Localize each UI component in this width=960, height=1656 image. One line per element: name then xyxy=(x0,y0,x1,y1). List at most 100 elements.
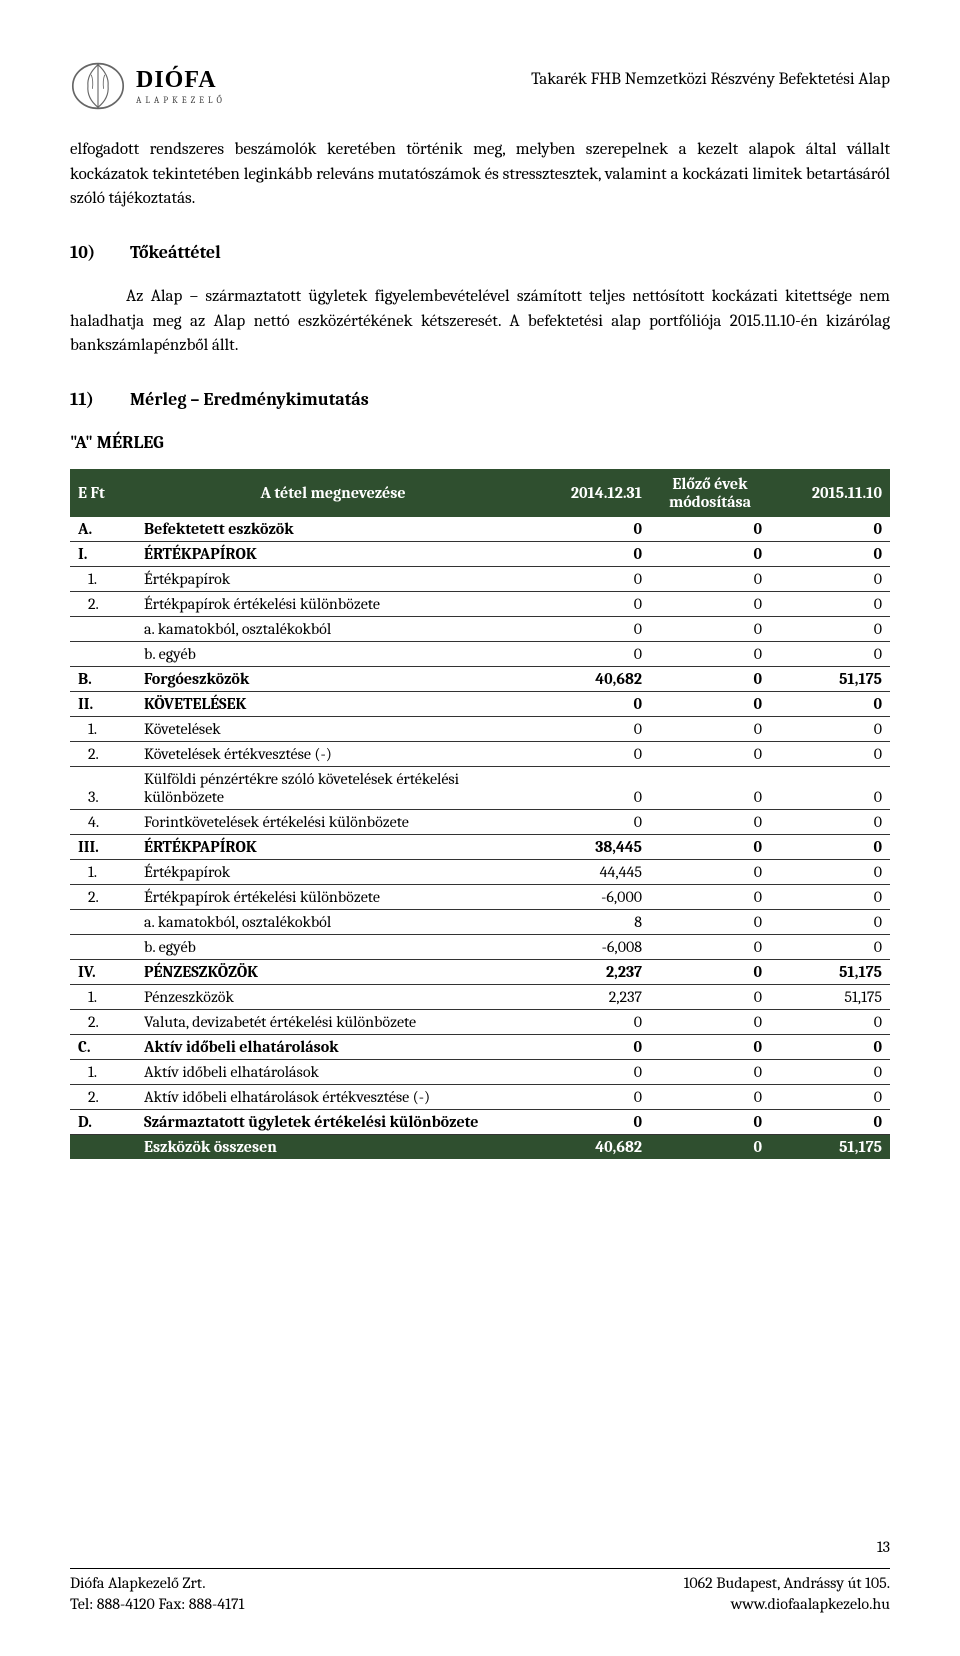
footer-contact: Tel: 888-4120 Fax: 888-4171 xyxy=(70,1594,244,1616)
row-v3: 0 xyxy=(770,884,890,909)
table-row: 2.Értékpapírok értékelési különbözete-6,… xyxy=(70,884,890,909)
row-v3: 0 xyxy=(770,834,890,859)
paragraph-intro: elfogadott rendszeres beszámolók keretéb… xyxy=(70,138,890,212)
row-code: D. xyxy=(70,1109,136,1134)
row-v2: 0 xyxy=(650,859,770,884)
row-name: Aktív időbeli elhatárolások xyxy=(136,1034,530,1059)
row-v1: 0 xyxy=(530,1109,650,1134)
row-v2: 0 xyxy=(650,884,770,909)
footer-url: www.diofaalapkezelo.hu xyxy=(684,1594,890,1616)
row-code: II. xyxy=(70,691,136,716)
row-v2: 0 xyxy=(650,566,770,591)
row-name: Forintkövetelések értékelési különbözete xyxy=(136,809,530,834)
row-v2: 0 xyxy=(650,1034,770,1059)
th-megnevezes: A tétel megnevezése xyxy=(136,469,530,517)
row-name: Forgóeszközök xyxy=(136,666,530,691)
row-name: Értékpapírok xyxy=(136,859,530,884)
row-v1: 0 xyxy=(530,809,650,834)
row-code: I. xyxy=(70,541,136,566)
page-header: DIÓFA ALAPKEZELŐ Takarék FHB Nemzetközi … xyxy=(70,58,890,114)
row-name: Külföldi pénzértékre szóló követelések é… xyxy=(136,766,530,809)
row-v1: 0 xyxy=(530,766,650,809)
row-v1: 0 xyxy=(530,616,650,641)
row-v1: 2,237 xyxy=(530,984,650,1009)
row-v1: 0 xyxy=(530,541,650,566)
row-v1: 8 xyxy=(530,909,650,934)
row-name: Értékpapírok értékelési különbözete xyxy=(136,884,530,909)
row-v1: 0 xyxy=(530,1034,650,1059)
table-row: 4.Forintkövetelések értékelési különböze… xyxy=(70,809,890,834)
row-v3: 51,175 xyxy=(770,666,890,691)
row-code xyxy=(70,909,136,934)
table-body: A.Befektetett eszközök000I.ÉRTÉKPAPÍROK0… xyxy=(70,517,890,1159)
row-v1: 0 xyxy=(530,591,650,616)
row-v1: 0 xyxy=(530,566,650,591)
row-code xyxy=(70,934,136,959)
row-v2: 0 xyxy=(650,666,770,691)
row-v2: 0 xyxy=(650,716,770,741)
row-v1: -6,000 xyxy=(530,884,650,909)
row-v2: 0 xyxy=(650,641,770,666)
row-v3: 0 xyxy=(770,517,890,542)
row-v3: 0 xyxy=(770,566,890,591)
table-row: b. egyéb000 xyxy=(70,641,890,666)
total-code xyxy=(70,1134,136,1159)
table-row: A.Befektetett eszközök000 xyxy=(70,517,890,542)
row-v2: 0 xyxy=(650,1109,770,1134)
row-code: 2. xyxy=(70,741,136,766)
row-v3: 0 xyxy=(770,691,890,716)
row-v2: 0 xyxy=(650,1009,770,1034)
row-code: 1. xyxy=(70,716,136,741)
row-v3: 0 xyxy=(770,1059,890,1084)
row-v1: 0 xyxy=(530,1084,650,1109)
row-v2: 0 xyxy=(650,1084,770,1109)
row-v1: 44,445 xyxy=(530,859,650,884)
row-v3: 0 xyxy=(770,641,890,666)
row-code: 1. xyxy=(70,566,136,591)
table-row: I.ÉRTÉKPAPÍROK000 xyxy=(70,541,890,566)
table-row: B.Forgóeszközök40,682051,175 xyxy=(70,666,890,691)
row-code: 4. xyxy=(70,809,136,834)
merleg-subhead: "A" MÉRLEG xyxy=(70,432,890,453)
row-v1: 38,445 xyxy=(530,834,650,859)
row-v3: 0 xyxy=(770,616,890,641)
row-code: 1. xyxy=(70,859,136,884)
row-name: PÉNZESZKÖZÖK xyxy=(136,959,530,984)
row-v2: 0 xyxy=(650,934,770,959)
table-row: III.ÉRTÉKPAPÍROK38,44500 xyxy=(70,834,890,859)
th-2014: 2014.12.31 xyxy=(530,469,650,517)
footer-company: Diófa Alapkezelő Zrt. xyxy=(70,1573,244,1595)
row-v2: 0 xyxy=(650,909,770,934)
row-v1: -6,008 xyxy=(530,934,650,959)
th-2015: 2015.11.10 xyxy=(770,469,890,517)
table-row: a. kamatokból, osztalékokból000 xyxy=(70,616,890,641)
table-row: C.Aktív időbeli elhatárolások000 xyxy=(70,1034,890,1059)
row-code: 2. xyxy=(70,1009,136,1034)
row-name: Származtatott ügyletek értékelési különb… xyxy=(136,1109,530,1134)
row-v2: 0 xyxy=(650,517,770,542)
table-row: a. kamatokból, osztalékokból800 xyxy=(70,909,890,934)
th-eft: E Ft xyxy=(70,469,136,517)
row-name: ÉRTÉKPAPÍROK xyxy=(136,834,530,859)
row-v1: 0 xyxy=(530,1009,650,1034)
table-row: 1.Követelések000 xyxy=(70,716,890,741)
section-11-heading: 11) Mérleg – Eredménykimutatás xyxy=(70,389,890,410)
row-name: Valuta, devizabetét értékelési különböze… xyxy=(136,1009,530,1034)
row-name: Értékpapírok xyxy=(136,566,530,591)
row-v3: 51,175 xyxy=(770,984,890,1009)
logo-text: DIÓFA ALAPKEZELŐ xyxy=(136,67,226,106)
table-row: D.Származtatott ügyletek értékelési külö… xyxy=(70,1109,890,1134)
row-code xyxy=(70,641,136,666)
footer-right: 1062 Budapest, Andrássy út 105. www.diof… xyxy=(684,1573,890,1616)
row-name: b. egyéb xyxy=(136,934,530,959)
table-row: 2.Követelések értékvesztése (-)000 xyxy=(70,741,890,766)
row-v3: 0 xyxy=(770,591,890,616)
row-code: 1. xyxy=(70,1059,136,1084)
row-v2: 0 xyxy=(650,766,770,809)
total-v3: 51,175 xyxy=(770,1134,890,1159)
row-v3: 0 xyxy=(770,716,890,741)
table-row: b. egyéb-6,00800 xyxy=(70,934,890,959)
row-v2: 0 xyxy=(650,591,770,616)
row-code: 3. xyxy=(70,766,136,809)
row-name: Pénzeszközök xyxy=(136,984,530,1009)
